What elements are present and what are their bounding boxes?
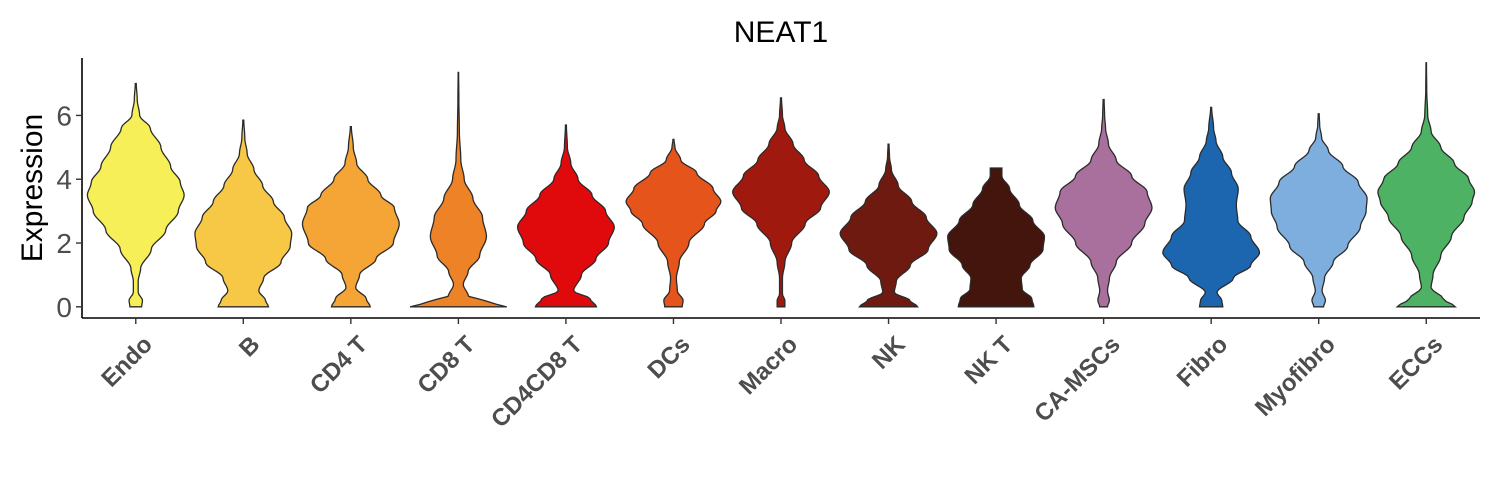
y-axis-label: Expression [16,114,49,262]
violin-fibro [1162,106,1261,308]
x-tick-label: Macro [734,331,803,400]
x-tick-label: ECCs [1384,331,1448,395]
violin-cd8-t [409,71,507,308]
x-tick-label: Fibro [1172,331,1234,393]
violin-dcs [625,138,722,308]
y-tick-label: 2 [56,228,72,259]
x-tick-label: CA-MSCs [1029,331,1125,427]
x-tick-label: NK [867,331,911,375]
y-ticks-group: 0 2 4 6 [56,100,82,323]
x-tick-label: Myofibro [1250,331,1341,422]
violin-nk [839,143,938,308]
x-tick-label: B [234,331,265,362]
y-tick-label: 0 [56,292,72,323]
violin-cd4cd8-t [516,124,615,308]
x-tick-label: Endo [96,331,158,393]
x-tick-label: DCs [643,331,696,384]
violin-myofibro [1269,113,1368,308]
chart-title: NEAT1 [734,16,828,49]
x-tick-label: CD8 T [412,331,480,399]
violin-b [194,119,293,308]
x-ticks-group: Endo B CD4 T CD8 T CD4CD8 T DCs Macro NK NK T CA-… [96,318,1448,433]
violin-ca-mscs [1054,98,1153,308]
x-tick-label: CD4 T [305,331,373,399]
violins-group [86,62,1476,308]
violin-nk-t [947,167,1046,308]
y-tick-label: 6 [56,100,72,131]
y-tick-label: 4 [56,164,72,195]
violin-eccs [1377,62,1476,308]
violin-endo [86,82,185,308]
x-tick-label: CD4CD8 T [486,331,588,433]
violin-cd4-t [301,125,400,308]
x-tick-label: NK T [960,331,1019,390]
violin-macro [732,97,830,308]
